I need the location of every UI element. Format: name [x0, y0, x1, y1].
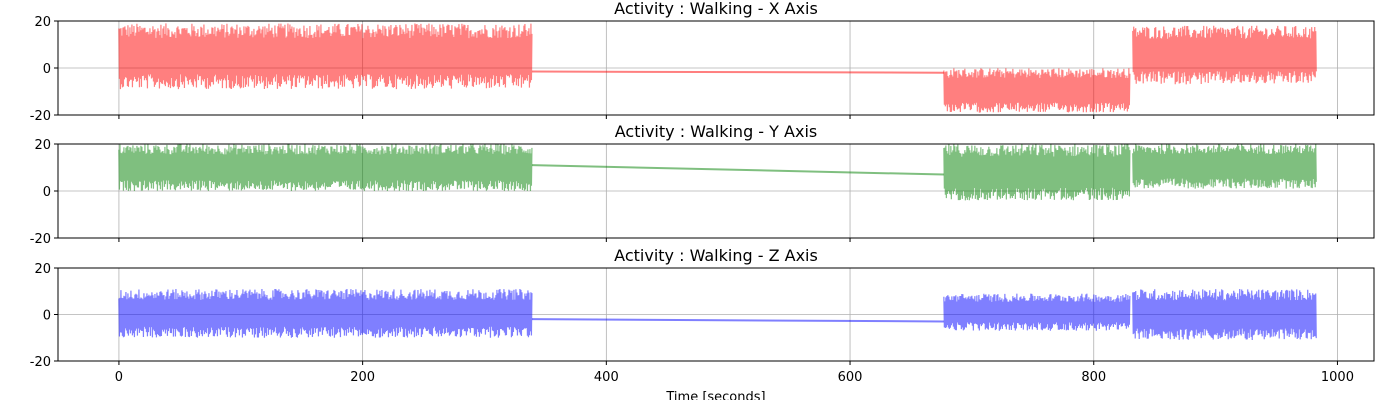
y-tick-label: 0: [43, 185, 51, 200]
signal-segment: [118, 144, 533, 191]
signal-segment: [943, 68, 1131, 113]
x-axis-label: Time [seconds]: [665, 390, 765, 400]
panel-title: Activity : Walking - Y Axis: [615, 122, 817, 141]
y-tick-label: -20: [30, 232, 51, 247]
x-tick-label: 200: [350, 370, 375, 385]
y-tick-label: 0: [43, 309, 51, 324]
signal-segment: [1132, 25, 1317, 85]
panel-title: Activity : Walking - X Axis: [614, 0, 818, 18]
signal-segment: [943, 293, 1131, 331]
x-tick-label: 600: [838, 370, 863, 385]
y-tick-label: 20: [34, 262, 51, 277]
panel-title: Activity : Walking - Z Axis: [614, 246, 818, 265]
y-tick-label: -20: [30, 355, 51, 370]
x-tick-label: 0: [115, 370, 123, 385]
y-tick-label: 20: [34, 15, 51, 30]
y-tick-label: 20: [34, 138, 51, 153]
x-tick-label: 1000: [1321, 370, 1354, 385]
y-tick-label: 0: [43, 62, 51, 77]
signal-segment: [943, 144, 1131, 201]
signal-segment: [1132, 144, 1317, 189]
gap-line: [531, 318, 944, 323]
signal-segment: [1132, 288, 1317, 340]
x-tick-label: 400: [594, 370, 619, 385]
x-tick-label: 800: [1081, 370, 1106, 385]
gap-line: [532, 70, 944, 74]
y-tick-label: -20: [30, 109, 51, 124]
gap-line: [531, 164, 944, 176]
signal-segment: [118, 23, 533, 90]
signal-segment: [118, 288, 533, 338]
